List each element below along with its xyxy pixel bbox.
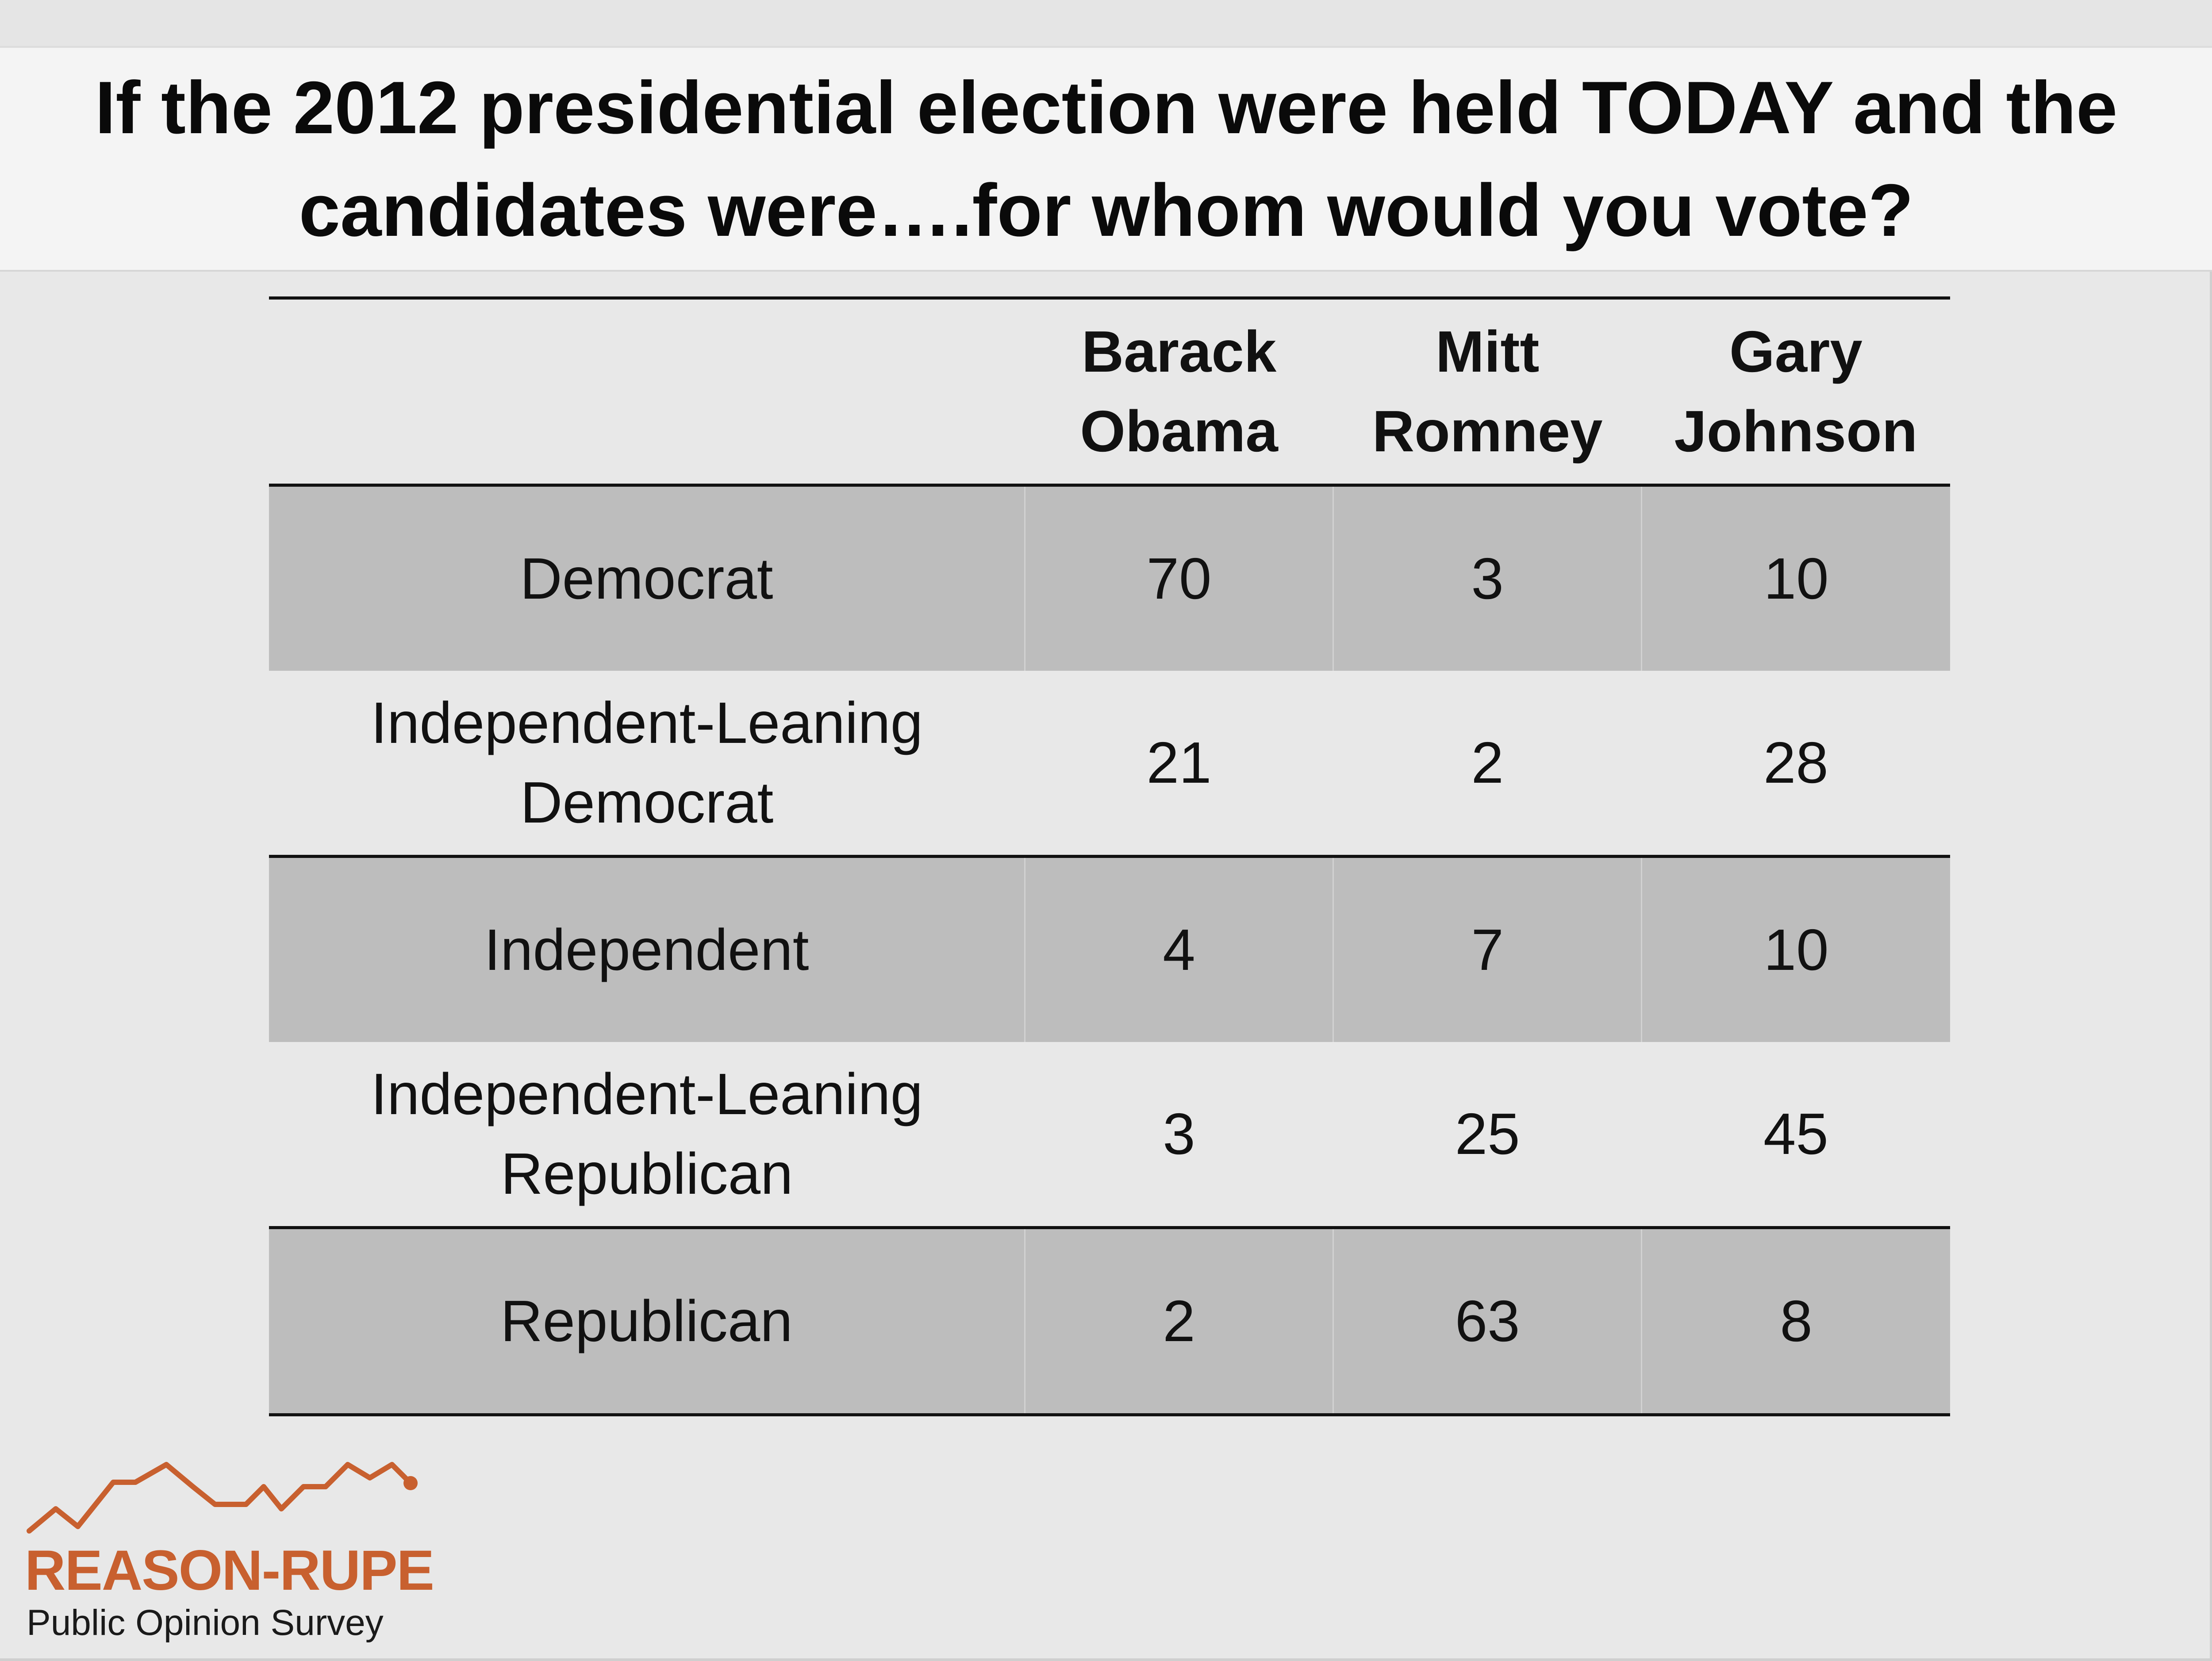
top-strip [0,0,2212,46]
table-row-independent-leaning-republican: Independent-Leaning Republican 3 25 45 [269,1042,1950,1229]
row-label-line2: Democrat [520,770,774,835]
column-header-line2: Johnson [1674,399,1918,464]
column-header-johnson: Gary Johnson [1641,296,1950,487]
column-header-line2: Romney [1372,399,1603,464]
row-label: Independent [269,856,1025,1042]
table-row-democrat: Democrat 70 3 10 [269,485,1950,671]
row-label-line1: Independent-Leaning [371,1061,923,1127]
column-header-romney: Mitt Romney [1333,296,1642,487]
data-cell-obama: 70 [1024,485,1333,671]
survey-table: Barack Obama Mitt Romney Gary Johnson De… [269,296,1950,1416]
row-label: Independent-Leaning Republican [269,1042,1025,1229]
reason-rupe-logo: REASON-RUPE Public Opinion Survey [25,1456,434,1650]
data-cell-obama: 4 [1024,856,1333,1042]
header-row: Barack Obama Mitt Romney Gary Johnson [269,296,1950,487]
header-empty-cell [269,296,1025,487]
column-header-line2: Obama [1080,399,1278,464]
row-label-line2: Republican [500,1141,793,1206]
data-cell-obama: 3 [1025,1042,1333,1229]
row-label-line1: Independent [484,917,809,982]
data-cell-johnson: 10 [1641,485,1950,671]
table-row-republican: Republican 2 63 8 [269,1227,1950,1416]
data-cell-romney: 7 [1333,856,1642,1042]
data-cell-romney: 3 [1333,485,1642,671]
logo-trendline-icon [27,1462,418,1534]
column-header-line1: Mitt [1435,319,1540,384]
table-row-independent-leaning-democrat: Independent-Leaning Democrat 21 2 28 [269,671,1950,858]
data-cell-romney: 63 [1333,1227,1642,1416]
column-header-line1: Barack [1081,319,1277,384]
column-header-obama: Barack Obama [1025,296,1333,487]
column-header-line1: Gary [1729,319,1863,384]
data-cell-johnson: 10 [1641,856,1950,1042]
data-cell-johnson: 28 [1641,671,1950,858]
title-band: If the 2012 presidential election were h… [0,46,2212,272]
table-row-independent: Independent 4 7 10 [269,856,1950,1042]
row-label-line1: Democrat [520,546,773,611]
row-label-line1: Independent-Leaning [371,690,923,755]
data-cell-johnson: 45 [1641,1042,1950,1229]
logo-subtitle: Public Opinion Survey [27,1603,384,1643]
row-label: Democrat [269,485,1025,671]
data-cell-romney: 25 [1333,1042,1642,1229]
data-cell-johnson: 8 [1641,1227,1950,1416]
data-cell-romney: 2 [1333,671,1642,858]
data-cell-obama: 2 [1024,1227,1333,1416]
chart-title: If the 2012 presidential election were h… [95,66,2118,252]
row-label: Independent-Leaning Democrat [269,671,1025,858]
row-label: Republican [269,1227,1025,1416]
data-cell-obama: 21 [1025,671,1333,858]
row-label-line1: Republican [500,1288,793,1353]
logo-name: REASON-RUPE [25,1539,434,1602]
